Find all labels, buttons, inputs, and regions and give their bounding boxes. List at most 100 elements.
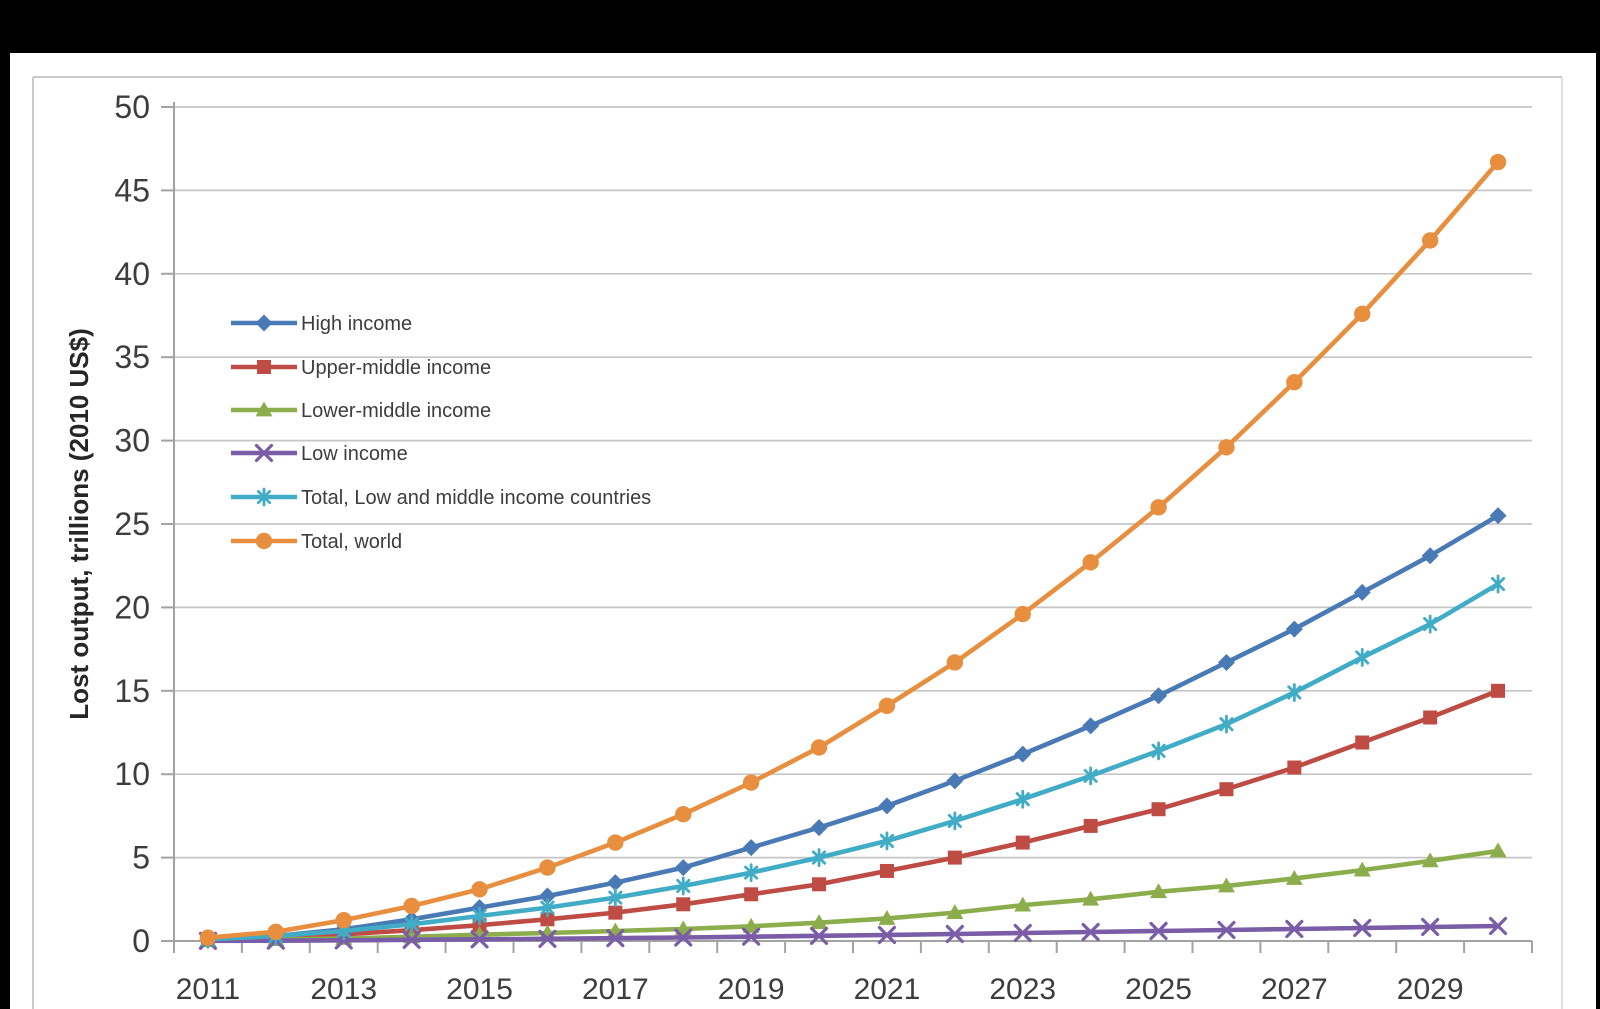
marker-triangle (742, 917, 760, 933)
marker-diamond (1489, 507, 1507, 525)
legend-label: Total, world (301, 531, 402, 553)
marker-asterisk (1287, 683, 1302, 702)
marker-asterisk (608, 888, 623, 908)
marker-triangle (1150, 883, 1168, 899)
marker-asterisk (1151, 741, 1166, 761)
marker-square (1015, 835, 1030, 850)
marker-asterisk (1355, 648, 1370, 667)
legend-item: Total, world (231, 531, 402, 553)
marker-diamond (878, 797, 896, 815)
letterbox-top (0, 0, 1600, 53)
legend-item: Low income (231, 443, 408, 465)
marker-circle (742, 774, 760, 791)
marker-asterisk (256, 487, 272, 507)
marker-diamond (810, 819, 828, 837)
x-tick-label: 2011 (176, 973, 241, 1006)
marker-asterisk (744, 863, 759, 883)
marker-circle (335, 911, 352, 929)
series-total-world (199, 153, 1507, 946)
marker-x (674, 928, 693, 947)
marker-circle (1150, 499, 1167, 516)
marker-triangle (1285, 869, 1303, 885)
x-tick-label: 2019 (718, 973, 785, 1006)
y-tick-label: 45 (114, 172, 150, 208)
marker-circle (1421, 232, 1439, 249)
marker-x (1013, 923, 1032, 943)
marker-x (606, 929, 625, 948)
marker-triangle (1014, 896, 1032, 912)
marker-x (402, 930, 421, 949)
marker-square (1355, 735, 1370, 750)
marker-asterisk (1423, 614, 1438, 634)
marker-diamond (1217, 653, 1235, 671)
marker-asterisk (676, 876, 691, 896)
series-line (205, 688, 1501, 943)
marker-diamond (1421, 547, 1439, 565)
marker-diamond (1353, 583, 1371, 601)
marker-square (1151, 802, 1166, 817)
series-line (205, 513, 1501, 942)
x-tick-label: 2023 (989, 973, 1056, 1006)
marker-diamond (1014, 745, 1032, 763)
marker-square (812, 877, 827, 892)
y-tick-label: 5 (132, 840, 150, 876)
marker-x (877, 925, 897, 945)
y-tick-label: 25 (114, 506, 150, 542)
marker-circle (1082, 554, 1099, 571)
marker-triangle (810, 914, 828, 930)
series-total-low-and-middle-income-countries (200, 574, 1506, 949)
marker-circle (1286, 374, 1303, 391)
legend-item: Lower-middle income (231, 400, 491, 422)
legend-item: Total, Low and middle income countries (231, 487, 651, 509)
y-tick-label: 20 (114, 589, 150, 625)
series-high-income (199, 507, 1507, 948)
marker-square (540, 912, 555, 927)
marker-circle (403, 897, 420, 915)
marker-square (1491, 683, 1506, 698)
marker-x (538, 929, 557, 948)
marker-triangle (878, 909, 896, 925)
marker-x (254, 443, 274, 463)
marker-asterisk (1219, 714, 1234, 734)
marker-x (1217, 920, 1236, 940)
marker-circle (267, 923, 285, 941)
series-line (205, 848, 1501, 943)
x-tick-label: 2013 (310, 973, 377, 1006)
marker-asterisk (404, 914, 419, 934)
y-axis-title: Lost output, trillions (2010 US$) (64, 328, 94, 719)
marker-diamond (255, 314, 273, 332)
marker-asterisk (811, 848, 827, 867)
legend-label: Low income (301, 443, 408, 465)
marker-asterisk (947, 811, 962, 831)
marker-circle (607, 834, 624, 851)
marker-x (945, 924, 964, 944)
marker-square (1287, 760, 1302, 775)
marker-circle (539, 859, 556, 876)
marker-triangle (1082, 890, 1100, 906)
marker-x (1353, 918, 1372, 938)
marker-x (809, 926, 829, 945)
legend-item: Upper-middle income (231, 357, 491, 379)
marker-circle (1218, 439, 1235, 456)
x-tick-label: 2027 (1261, 973, 1328, 1006)
marker-circle (1014, 605, 1031, 623)
marker-x (1149, 921, 1168, 941)
y-tick-label: 50 (114, 89, 150, 125)
letterbox-right (1596, 53, 1600, 1009)
letterbox-left (0, 53, 10, 1009)
marker-triangle (946, 904, 964, 920)
x-tick-label: 2025 (1125, 973, 1192, 1006)
marker-x (1488, 916, 1508, 936)
marker-triangle (255, 401, 273, 417)
marker-x (1285, 919, 1304, 939)
y-tick-label: 10 (114, 756, 150, 792)
marker-square (879, 863, 894, 878)
marker-asterisk (540, 898, 555, 918)
marker-circle (810, 739, 828, 756)
marker-circle (1489, 153, 1507, 171)
legend-label: Lower-middle income (301, 400, 491, 422)
marker-circle (675, 806, 692, 823)
x-tick-label: 2017 (582, 973, 649, 1006)
y-tick-label: 40 (114, 256, 150, 292)
